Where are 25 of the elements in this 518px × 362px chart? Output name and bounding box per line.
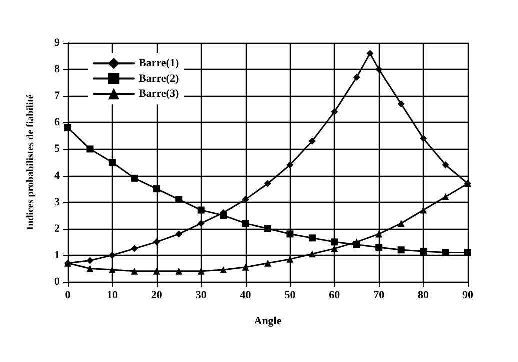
y-tick-label: 8 (54, 64, 60, 76)
x-tick-label: 30 (196, 290, 208, 302)
x-tick-label: 0 (65, 290, 72, 302)
x-tick-label: 50 (284, 290, 296, 302)
y-tick-label: 1 (54, 249, 60, 262)
y-tick-label: 2 (54, 222, 60, 235)
y-axis-title: Indices probabilistes de fiabilité (26, 94, 36, 230)
x-tick-label: 10 (106, 290, 118, 302)
x-tick-label: 40 (240, 290, 252, 302)
y-tick-label: 5 (54, 143, 60, 156)
x-tick-label: 90 (462, 290, 474, 302)
x-tick-label: 20 (151, 290, 163, 302)
x-tick-label: 80 (418, 290, 430, 302)
x-axis-title: Angle (254, 316, 282, 328)
y-tick-label: 6 (54, 116, 60, 129)
legend-label: Barre(2) (139, 72, 180, 85)
y-tick-label: 3 (54, 196, 60, 208)
x-tick-label: 70 (374, 290, 386, 302)
y-tick-label: 9 (54, 37, 60, 49)
x-tick-label: 60 (329, 290, 341, 302)
y-tick-label: 4 (54, 170, 60, 182)
legend-label: Barre(1) (139, 58, 180, 70)
y-tick-label: 0 (54, 276, 60, 288)
y-tick-label: 7 (54, 90, 60, 102)
legend-label: Barre(3) (139, 88, 180, 100)
